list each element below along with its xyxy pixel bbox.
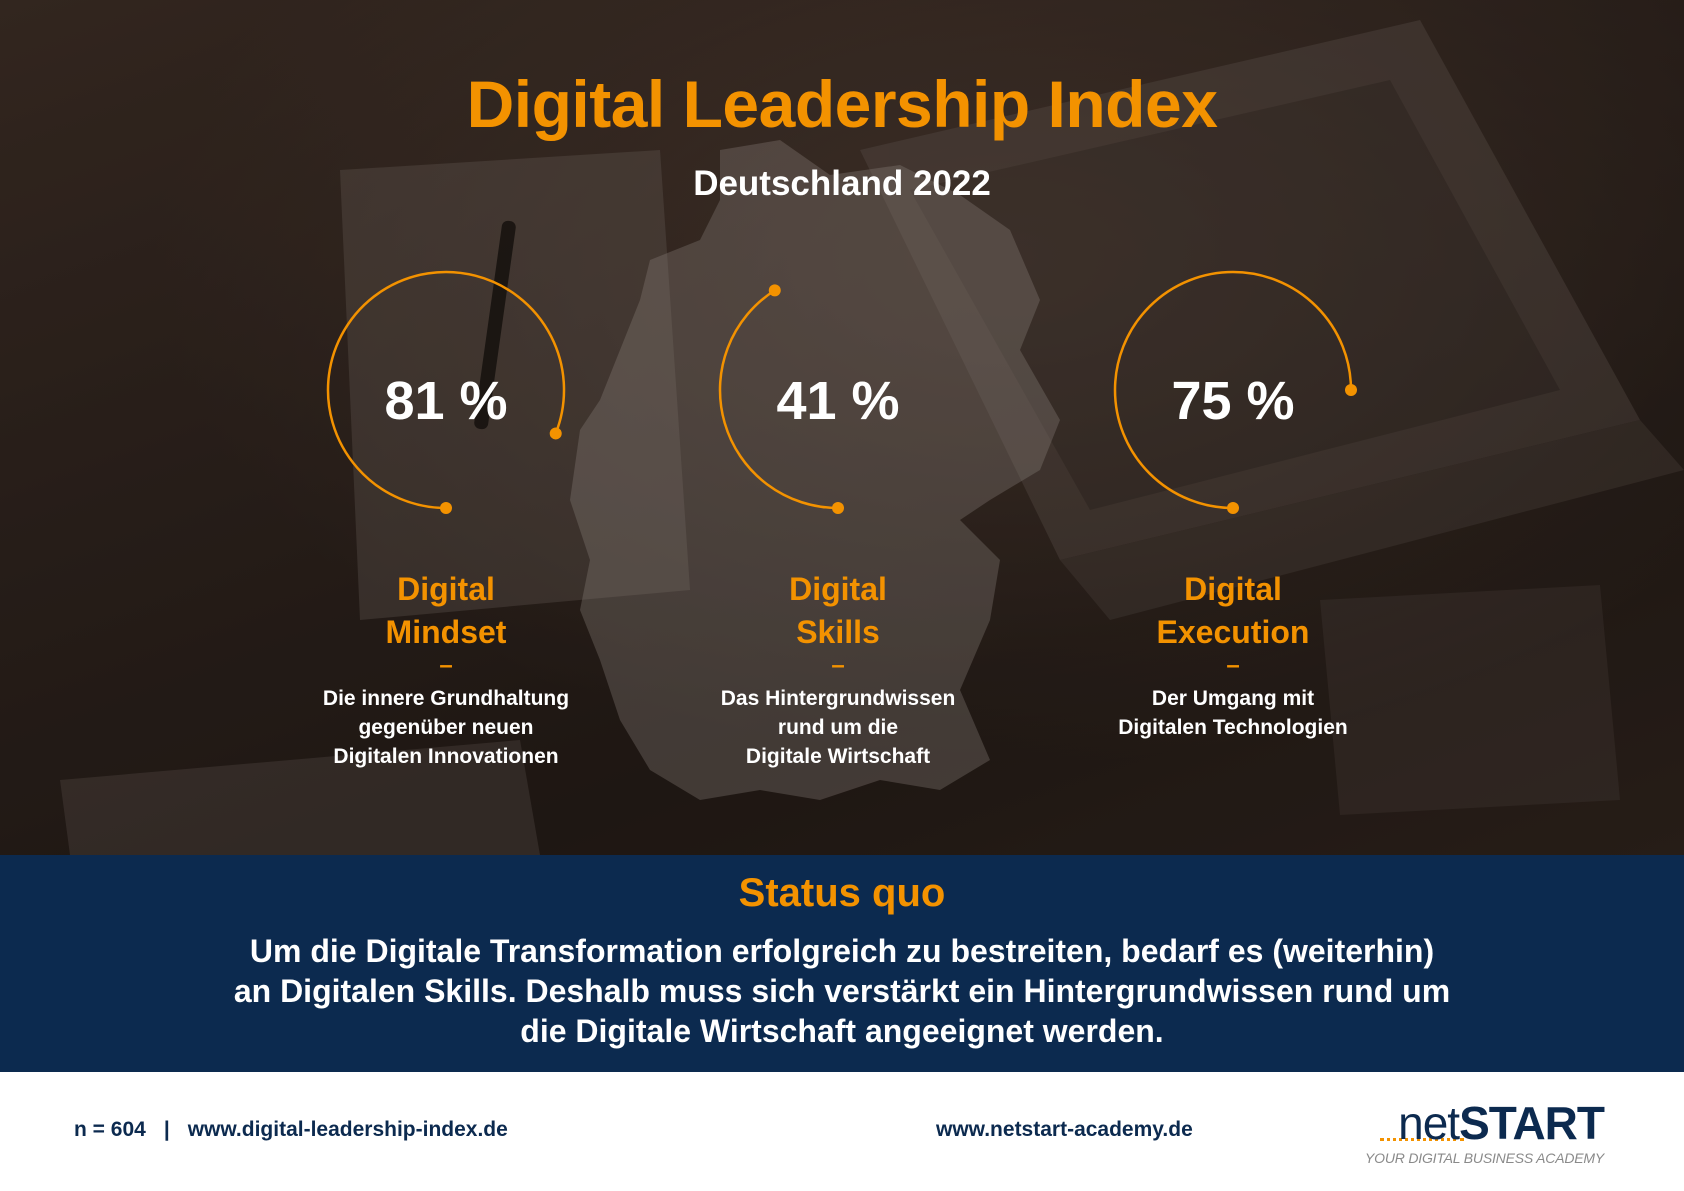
status-title: Status quo bbox=[738, 871, 946, 915]
metric-digital-mindset: 81 % Digital Mindset – Die innere Grundh… bbox=[266, 260, 626, 768]
status-quo-banner: Status quo Um die Digitale Transformatio… bbox=[0, 855, 1684, 1072]
netstart-logo[interactable]: netSTART YOUR DIGITAL BUSINESS ACADEMY bbox=[1365, 1097, 1605, 1170]
paper-illustration bbox=[60, 150, 1620, 855]
arc-end-dot bbox=[1345, 384, 1357, 396]
description-line: rund um die bbox=[777, 716, 899, 739]
page-subtitle: Deutschland 2022 bbox=[693, 164, 991, 203]
arc-end-dot bbox=[549, 427, 562, 440]
arc-start-dot bbox=[832, 502, 844, 514]
academy-website-link[interactable]: www.netstart-academy.de bbox=[936, 1118, 1193, 1141]
status-text: Um die Digitale Transformation erfolgrei… bbox=[170, 931, 1514, 1051]
metric-name-line: Execution bbox=[1156, 614, 1310, 650]
logo-dotted-line bbox=[1380, 1138, 1464, 1141]
footer: n = 604 | www.digital-leadership-index.de … bbox=[0, 1072, 1684, 1191]
metric-name-line: Mindset bbox=[385, 614, 507, 650]
status-text-line: an Digitalen Skills. Deshalb muss sich v… bbox=[233, 973, 1451, 1009]
metric-name: Digital Mindset bbox=[266, 568, 626, 654]
metric-ring bbox=[718, 284, 844, 514]
metric-dash: – bbox=[831, 652, 845, 679]
description-line: Digitalen Technologien bbox=[1118, 716, 1348, 739]
metric-description: Die innere Grundhaltung gegenüber neuen … bbox=[266, 684, 626, 771]
description-line: Die innere Grundhaltung bbox=[322, 687, 570, 710]
metric-digital-execution: 75 % Digital Execution – Der Umgang mit … bbox=[1053, 260, 1413, 739]
metric-name: Digital Execution bbox=[1053, 568, 1413, 654]
pen-illustration bbox=[474, 220, 516, 430]
hero-section: Digital Leadership Index Deutschland 202… bbox=[0, 0, 1684, 855]
progress-arc bbox=[326, 270, 566, 510]
description-line: Digitalen Innovationen bbox=[333, 745, 559, 768]
arc-start-dot bbox=[440, 502, 452, 514]
description-line: Der Umgang mit bbox=[1151, 687, 1315, 710]
metric-dash: – bbox=[439, 652, 453, 679]
description-line: gegenüber neuen bbox=[358, 716, 534, 739]
arc-start-dot bbox=[1227, 502, 1239, 514]
logo-start: START bbox=[1459, 1097, 1605, 1149]
description-line: Das Hintergrundwissen bbox=[720, 687, 956, 710]
metric-description: Das Hintergrundwissen rund um die Digita… bbox=[658, 684, 1018, 771]
metric-value: 81 % bbox=[384, 371, 508, 431]
metric-description: Der Umgang mit Digitalen Technologien bbox=[1053, 684, 1413, 742]
metric-value: 75 % bbox=[1171, 371, 1295, 431]
status-text-line: die Digitale Wirtschaft angeeignet werde… bbox=[520, 1013, 1164, 1049]
logo-tagline: YOUR DIGITAL BUSINESS ACADEMY bbox=[1365, 1150, 1604, 1166]
index-website-link[interactable]: www.digital-leadership-index.de bbox=[187, 1118, 508, 1141]
metric-name-line: Skills bbox=[796, 614, 880, 650]
page-title: Digital Leadership Index bbox=[466, 67, 1218, 141]
progress-arc bbox=[1113, 270, 1353, 510]
metric-name-line: Digital bbox=[789, 571, 887, 607]
metric-name-line: Digital bbox=[397, 571, 495, 607]
progress-arc bbox=[718, 289, 839, 510]
laptop-illustration bbox=[860, 20, 1684, 620]
description-line: Digitale Wirtschaft bbox=[745, 745, 931, 768]
sample-size: n = 604 bbox=[74, 1118, 146, 1141]
metric-ring bbox=[1113, 270, 1357, 514]
arc-end-dot bbox=[768, 284, 781, 297]
background-photo-illustration bbox=[0, 0, 1684, 855]
status-text-line: Um die Digitale Transformation erfolgrei… bbox=[249, 933, 1435, 969]
metric-digital-skills: 41 % Digital Skills – Das Hintergrundwis… bbox=[658, 260, 1018, 768]
metric-name-line: Digital bbox=[1184, 571, 1282, 607]
metric-value: 41 % bbox=[776, 371, 900, 431]
metric-ring bbox=[326, 270, 566, 514]
logo-net: net bbox=[1398, 1097, 1460, 1149]
footer-separator: | bbox=[163, 1118, 170, 1141]
logo-wordmark: netSTART bbox=[1398, 1097, 1605, 1149]
footer-left: n = 604 | www.digital-leadership-index.de bbox=[74, 1118, 508, 1142]
metric-name: Digital Skills bbox=[658, 568, 1018, 654]
metric-dash: – bbox=[1226, 652, 1240, 679]
germany-map-silhouette bbox=[570, 140, 1060, 800]
